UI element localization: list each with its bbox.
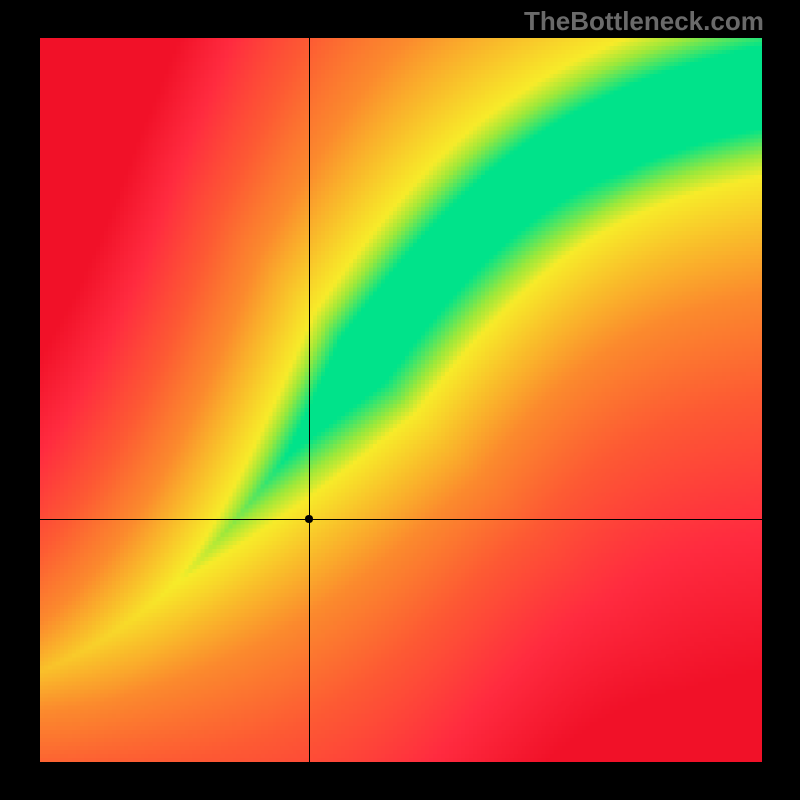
crosshair-vertical bbox=[309, 38, 310, 762]
crosshair-marker bbox=[304, 514, 314, 524]
watermark-text: TheBottleneck.com bbox=[524, 6, 764, 37]
crosshair-horizontal bbox=[40, 519, 762, 520]
bottleneck-heatmap bbox=[40, 38, 762, 762]
